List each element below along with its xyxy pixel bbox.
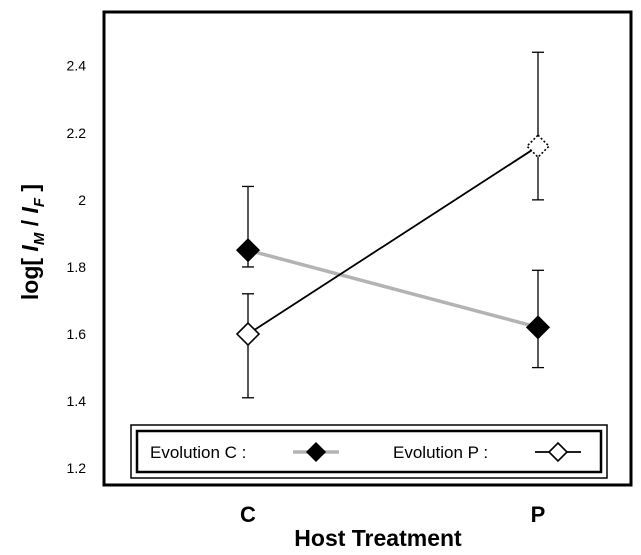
legend-symbol-evolution-p: [535, 441, 581, 463]
y-tick-label: 2.2: [67, 125, 87, 141]
data-point-evolution-p-p: [525, 134, 551, 159]
legend-label-evolution-c: Evolution C :: [150, 443, 246, 462]
y-tick-label: 2: [78, 192, 86, 208]
series-line-evolution-p: [247, 145, 539, 335]
series-line-evolution-c: [247, 248, 539, 330]
error-bar: [532, 51, 544, 201]
plot-area-frame: [102, 10, 633, 487]
y-tick-label: 2.4: [67, 58, 87, 74]
legend: Evolution C : Evolution P :: [130, 424, 608, 479]
y-tick-label: 1.6: [67, 326, 87, 342]
legend-label-evolution-p: Evolution P :: [393, 443, 488, 462]
y-tick-label: 1.4: [67, 393, 87, 409]
data-point-evolution-p-c: [235, 321, 261, 347]
y-axis-title-prefix: log[: [17, 252, 43, 301]
y-axis-title-sub2: F: [31, 197, 48, 207]
y-tick-label: 1.2: [67, 460, 87, 476]
y-axis-title: log[ IM / IF ]: [17, 184, 48, 300]
y-axis-title-i2: I: [17, 207, 43, 214]
y-axis-ticks: 1.2 1.4 1.6 1.8 2 2.2 2.4: [67, 58, 87, 477]
data-point-evolution-c-c: [235, 238, 261, 263]
x-tick-label-c: C: [240, 502, 256, 527]
legend-marker-evolution-p: [547, 441, 569, 463]
legend-marker-evolution-c: [305, 441, 327, 463]
x-tick-label-p: P: [531, 502, 546, 527]
data-point-evolution-c-p: [525, 315, 551, 340]
y-axis-title-suffix: ]: [17, 184, 43, 198]
x-axis-title: Host Treatment: [294, 525, 462, 550]
legend-symbol-evolution-c: [293, 441, 339, 463]
y-axis-title-i1: I: [17, 245, 43, 252]
y-axis-title-sub1: M: [31, 232, 48, 245]
plot-layer: [235, 51, 551, 399]
y-axis-title-sep: /: [17, 214, 43, 233]
y-tick-label: 1.8: [67, 259, 87, 275]
legend-inner-border: [135, 429, 603, 474]
